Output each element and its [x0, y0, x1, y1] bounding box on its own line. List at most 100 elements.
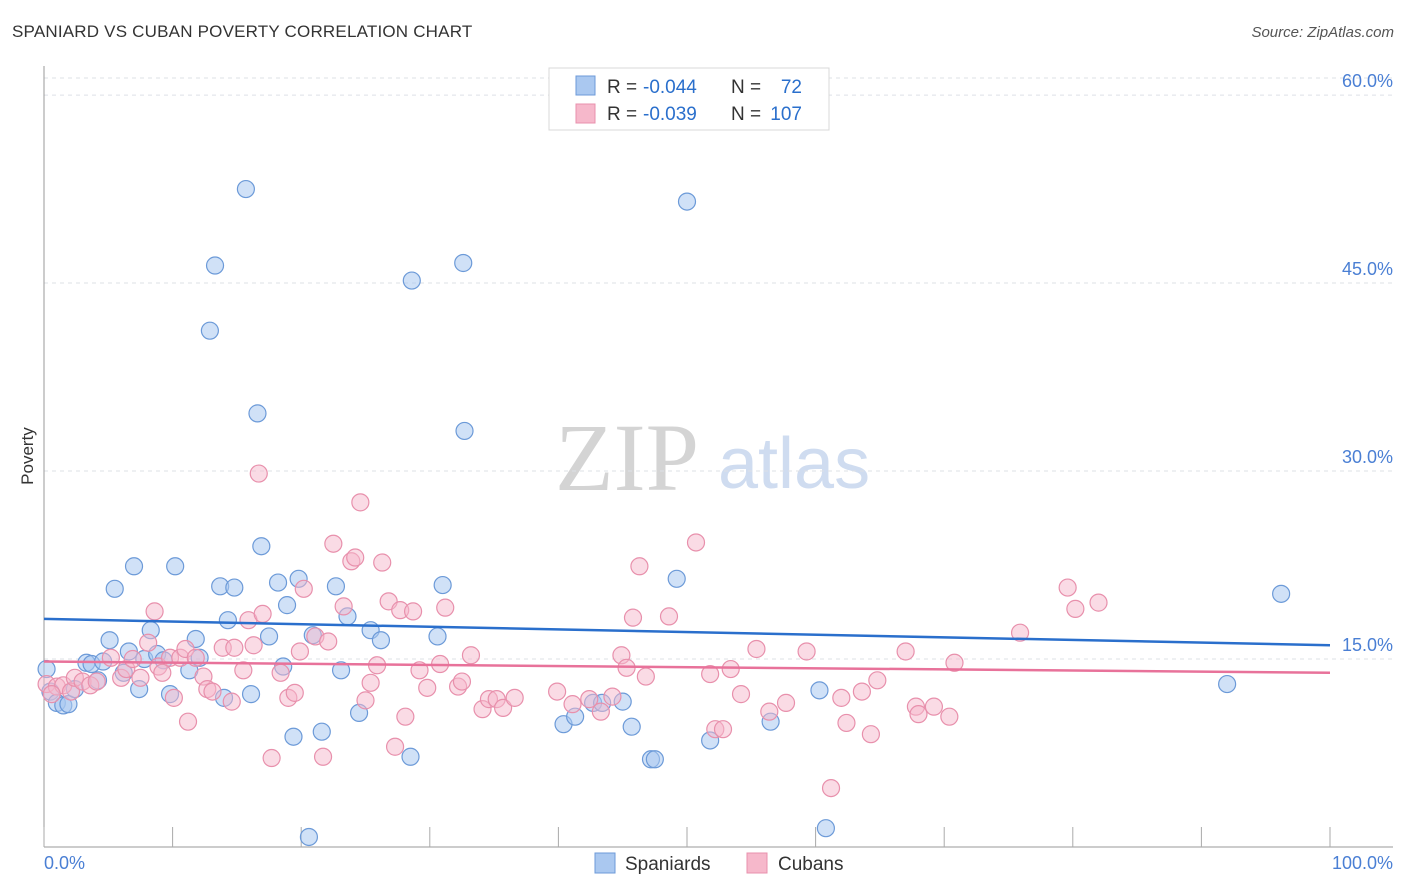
cubans-point — [234, 661, 253, 680]
cubans-point — [623, 608, 643, 627]
cubans-point — [361, 673, 380, 692]
spaniards-point — [810, 681, 829, 700]
cubans-point — [861, 725, 880, 744]
cubans-point — [945, 653, 964, 672]
spaniards-point — [401, 747, 420, 766]
spaniards-point — [326, 577, 346, 596]
legend-r-label-2: R = — [607, 104, 637, 125]
cubans-point — [580, 690, 599, 709]
cubans-point — [262, 748, 281, 768]
x-tick-label-min: 0.0% — [44, 853, 85, 873]
spaniards-point — [241, 685, 261, 704]
spaniards-point — [402, 271, 421, 290]
legend-n-label-2: N = — [731, 104, 761, 125]
cubans-point — [852, 682, 871, 701]
cubans-point — [294, 579, 313, 598]
spaniards-point — [259, 627, 279, 646]
x-tick-label-max: 100.0% — [1332, 853, 1393, 873]
cubans-trend-line — [43, 660, 1331, 675]
y-tick-label-2: 45.0% — [1342, 259, 1393, 279]
y-tick-label-3: 60.0% — [1342, 71, 1393, 91]
spaniards-point — [166, 557, 185, 576]
spaniards-point — [252, 537, 271, 556]
spaniards-point — [299, 827, 319, 847]
y-tick-label-1: 30.0% — [1342, 447, 1393, 467]
series-legend-label-spaniards: Spaniards — [625, 854, 711, 875]
cubans-point — [686, 533, 706, 552]
cubans-point — [225, 638, 244, 657]
cubans-point — [373, 553, 392, 572]
cubans-point — [721, 659, 740, 679]
cubans-point — [591, 702, 610, 721]
spaniards-point — [677, 192, 697, 211]
spaniards-point — [622, 717, 641, 736]
cubans-point — [924, 697, 944, 716]
legend-n-label-1: N = — [731, 77, 761, 98]
spaniards-point — [200, 321, 219, 340]
cubans-point — [837, 713, 856, 733]
spaniards-point — [268, 573, 288, 592]
cubans-point — [101, 648, 120, 667]
spaniards-point — [248, 404, 267, 423]
legend-n-value-1: 72 — [781, 77, 802, 98]
source-credit: Source: ZipAtlas.com — [1251, 24, 1394, 41]
cubans-point — [1066, 599, 1085, 618]
spaniards-point — [100, 631, 119, 650]
spaniards-point — [433, 575, 452, 595]
cubans-point — [271, 663, 290, 682]
cubans-point — [123, 649, 142, 669]
legend-r-value-2: -0.039 — [643, 104, 697, 125]
cubans-point — [1089, 593, 1108, 612]
spaniards-point — [667, 569, 686, 588]
cubans-point — [452, 672, 472, 691]
cubans-point — [244, 636, 263, 655]
legend-swatch-blue — [575, 75, 596, 96]
spaniards-point — [236, 179, 256, 199]
cubans-point — [418, 678, 437, 697]
cubans-point — [145, 602, 164, 621]
cubans-point — [290, 642, 310, 661]
cubans-point — [505, 688, 524, 707]
cubans-point — [603, 687, 622, 706]
series-legend-label-cubans: Cubans — [778, 854, 844, 875]
cubans-point — [313, 747, 333, 766]
trend-lines — [43, 617, 1331, 675]
cubans-point — [630, 557, 649, 576]
cubans-point — [659, 607, 679, 626]
cubans-point — [563, 695, 582, 714]
cubans-point — [346, 548, 365, 567]
cubans-point — [1010, 623, 1030, 642]
spaniards-point — [225, 578, 244, 597]
spaniards-point — [124, 557, 144, 576]
spaniards-point — [371, 631, 391, 650]
cubans-point — [713, 720, 733, 739]
cubans-point — [178, 712, 198, 731]
watermark-atlas: atlas — [718, 424, 870, 504]
legend-box — [548, 67, 830, 131]
stats-legend: R = -0.044 N = 72 R = -0.039 N = 107 — [548, 67, 830, 131]
cubans-point — [1058, 578, 1077, 597]
gridlines — [44, 77, 1393, 660]
cubans-point — [222, 692, 241, 711]
cubans-point — [351, 493, 370, 512]
cubans-point — [139, 633, 158, 652]
cubans-point — [356, 691, 375, 710]
legend-swatch-pink — [575, 103, 596, 124]
cubans-point — [164, 688, 183, 707]
cubans-point — [494, 698, 513, 717]
cubans-point — [868, 671, 887, 690]
cubans-points — [37, 464, 1108, 798]
spaniards-point — [454, 253, 473, 273]
cubans-point — [131, 668, 150, 687]
cubans-point — [461, 646, 481, 665]
spaniards-points — [37, 179, 1291, 847]
spaniards-point — [105, 579, 124, 598]
watermark-zip: ZIP — [555, 404, 699, 511]
cubans-point — [776, 693, 796, 712]
cubans-point — [832, 688, 851, 707]
cubans-point — [42, 685, 61, 704]
cubans-point — [747, 639, 766, 659]
cubans-point — [548, 682, 567, 701]
spaniards-trend-line — [43, 617, 1331, 647]
